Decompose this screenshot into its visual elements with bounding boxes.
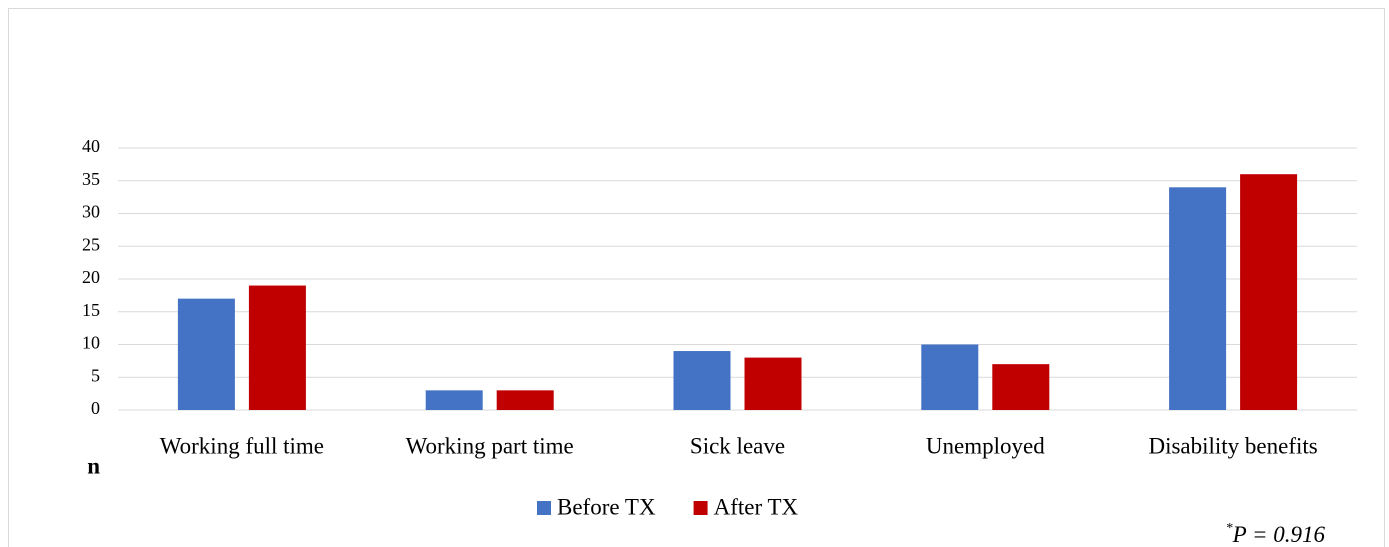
y-tick-label: 5 [91,365,100,385]
y-tick-label: 15 [82,300,100,320]
y-axis-label: n [87,453,100,478]
y-tick-label: 20 [82,267,100,287]
bar [425,390,483,410]
y-tick-label: 40 [82,136,100,156]
chart-frame [8,8,1385,547]
legend-swatch [537,501,551,515]
bar [177,298,235,410]
annotation-mark: * [1226,521,1233,536]
bar [744,357,802,410]
x-tick-label: Unemployed [926,433,1045,458]
annotation-text: P = 0.916 [1232,522,1326,547]
y-tick-label: 0 [91,398,100,418]
x-tick-label: Sick leave [690,433,785,458]
bar [1169,187,1227,410]
legend-label: Before TX [557,494,656,519]
annotation: *P = 0.916 [1226,521,1326,547]
bar [921,344,979,410]
y-tick-label: 25 [82,234,100,254]
y-tick-label: 30 [82,202,100,222]
bar [992,364,1050,410]
bar [1240,174,1298,410]
x-tick-label: Disability benefits [1148,433,1317,458]
bar [248,285,306,410]
x-tick-label: Working part time [406,433,574,458]
bar [673,351,731,410]
legend-label: After TX [714,494,799,519]
y-tick-label: 10 [82,333,100,353]
bar [496,390,554,410]
legend-swatch [693,501,708,515]
x-tick-label: Working full time [160,433,324,458]
y-tick-label: 35 [82,169,100,189]
